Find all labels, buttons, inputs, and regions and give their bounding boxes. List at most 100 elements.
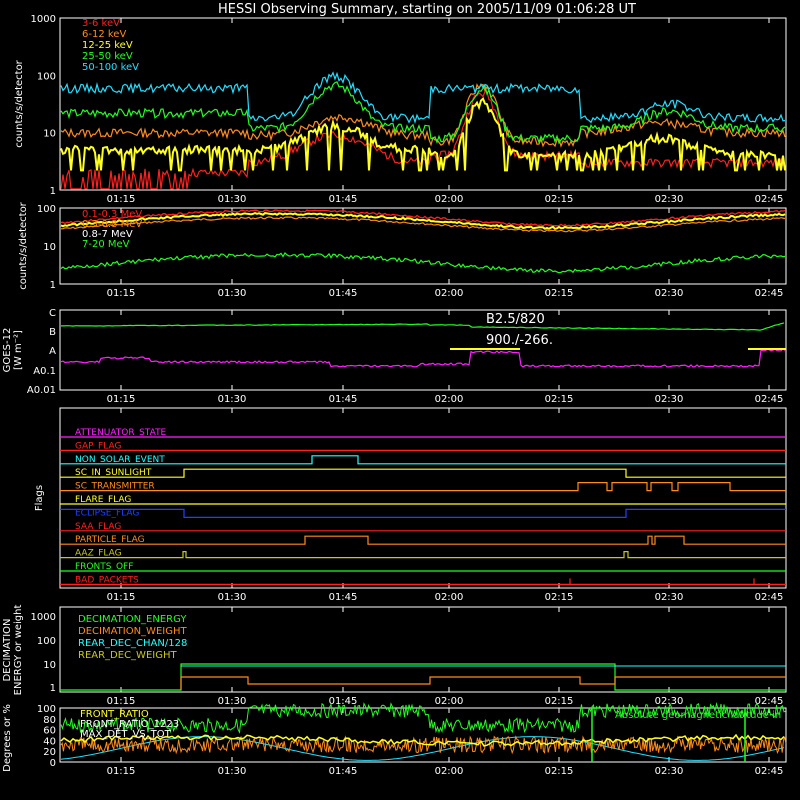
flags-panel-xtick-label: 02:30 (655, 592, 684, 603)
goes-panel-xtick-label: 01:30 (218, 394, 247, 405)
goes-panel-xtick-label: 02:45 (755, 394, 784, 405)
flags-panel-xtick-label: 02:00 (435, 592, 464, 603)
xray-ytick-label: 100 (37, 71, 56, 82)
gamma-panel-frame (59, 207, 787, 285)
gamma-ytick-label: 1 (50, 280, 56, 291)
goes-annotation-pos: 900./-266. (486, 333, 553, 348)
goes-level-label: B (49, 327, 56, 338)
xray-ytick-label: 1000 (31, 14, 56, 25)
goes-panel-xtick-label: 01:45 (329, 394, 358, 405)
decimation-ytick-label: 10 (43, 660, 56, 671)
flags-ylabel: Flags (34, 485, 45, 511)
flags-panel-xtick-label: 01:30 (218, 592, 247, 603)
gamma-legend-3: 7-20 MeV (82, 239, 130, 250)
ratio-series-front (60, 701, 786, 734)
xray-legend-12-25: 12-25 keV (82, 40, 133, 51)
decimation-ytick-label: 100 (37, 636, 56, 647)
gamma-panel-xtick-label: 02:15 (545, 288, 574, 299)
xray-panel-xtick-label: 01:15 (107, 194, 136, 205)
xray-ytick-label: 10 (43, 129, 56, 140)
ratio-legend-0: FRONT_RATIO (80, 709, 149, 720)
ratio-series-orange (60, 735, 787, 755)
decimation-ylabel-2: ENERGY or weight (13, 605, 24, 696)
goes-panel-xtick-label: 01:15 (107, 394, 136, 405)
goes-level-label: A0.1 (33, 366, 56, 377)
xray-series-25-50 (60, 81, 786, 145)
ratio-annotation: Absolute geomagnetic latitude in (615, 710, 781, 721)
xray-ytick-label: 1 (50, 186, 56, 197)
decimation-legend-0: DECIMATION_ENERGY (78, 614, 187, 625)
gamma-series-red (60, 209, 786, 227)
ratio-ytick-label: 20 (43, 747, 56, 758)
ratio-series-yellow (60, 733, 785, 747)
gamma-panel-xtick-label: 02:45 (755, 288, 784, 299)
flag-label-eclipse_flag: ECLIPSE_FLAG (75, 508, 139, 518)
gamma-panel-xtick-label: 02:30 (655, 288, 684, 299)
decimation-legend-1: DECIMATION_WEIGHT (78, 626, 187, 637)
decimation-panel-xtick-label: 02:30 (655, 696, 684, 707)
flag-label-attenuator_state: ATTENUATOR_STATE (75, 428, 167, 438)
xray-panel-xtick-label: 01:30 (218, 194, 247, 205)
gamma-ytick-label: 100 (37, 204, 56, 215)
xray-series-6-12 (60, 83, 786, 148)
xray-legend-6-12: 6-12 keV (82, 29, 126, 40)
xray-legend-25-50: 25-50 keV (82, 51, 133, 62)
xray-panel-xtick-label: 02:30 (655, 194, 684, 205)
flags-panel-xtick-label: 02:45 (755, 592, 784, 603)
goes-panel-frame (59, 309, 787, 391)
decimation-panel-xtick-label: 01:45 (329, 696, 358, 707)
goes-level-label: A (49, 346, 56, 357)
decimation-ytick-label: 1000 (31, 612, 56, 623)
decimation-panel-xtick-label: 02:00 (435, 696, 464, 707)
flag-line-particle_flag (60, 535, 786, 545)
gamma-ylabel: counts/s/detector (18, 201, 29, 289)
ratio-panel-xtick-label: 02:00 (435, 766, 464, 777)
goes-panel-xtick-label: 02:00 (435, 394, 464, 405)
decimation-panel-xtick-label: 02:15 (545, 696, 574, 707)
flag-label-sc_in_sunlight: SC_IN_SUNLIGHT (75, 468, 152, 478)
ratio-panel-xtick-label: 02:30 (655, 766, 684, 777)
xray-panel-xtick-label: 02:15 (545, 194, 574, 205)
decimation-panel-xtick-label: 01:30 (218, 696, 247, 707)
goes-level-label: A0.01 (27, 385, 56, 396)
goes-level-label: C (49, 308, 56, 319)
goes-annotation-class: B2.5/820 (486, 312, 545, 327)
plot-title: HESSI Observing Summary, starting on 200… (218, 2, 636, 17)
decimation-weight-line (180, 676, 786, 690)
flag-label-non_solar_event: NON_SOLAR_EVENT (75, 455, 165, 465)
xray-panel-xtick-label: 02:00 (435, 194, 464, 205)
ratio-ytick-label: 60 (43, 726, 56, 737)
xray-panel-xtick-label: 02:45 (755, 194, 784, 205)
ratio-legend-2: MAX_DET_VS_TOT (80, 729, 172, 740)
xray-legend-50-100: 50-100 keV (82, 62, 139, 73)
flags-panel-xtick-label: 02:15 (545, 592, 574, 603)
flag-label-flare_flag: FLARE_FLAG (75, 495, 131, 505)
gamma-panel-xtick-label: 01:30 (218, 288, 247, 299)
xray-panel-xtick-label: 01:45 (329, 194, 358, 205)
flags-panel-frame (59, 407, 787, 589)
decimation-panel-xtick-label: 01:15 (107, 696, 136, 707)
goes-ylabel: GOES-12 (2, 328, 13, 373)
xray-series-50-100 (60, 71, 786, 124)
gamma-legend-2: 0.8-7 MeV (82, 229, 133, 240)
gamma-series-green (60, 252, 786, 274)
xray-legend-3-6: 3-6 keV (82, 18, 120, 29)
decimation-panel-frame (59, 606, 787, 693)
ratio-panel-xtick-label: 02:15 (545, 766, 574, 777)
flag-label-bad_packets: BAD_PACKETS (75, 575, 139, 585)
decimation-energy-line (60, 663, 786, 691)
gamma-panel-xtick-label: 01:15 (107, 288, 136, 299)
flag-label-sc_transmitter: SC_TRANSMITTER (75, 482, 155, 492)
xray-ylabel: counts/s/detector (14, 59, 25, 147)
goes-series-long (61, 322, 785, 331)
ratio-panel-xtick-label: 02:45 (755, 766, 784, 777)
ratio-panel-xtick-label: 01:15 (107, 766, 136, 777)
ratio-ytick-label: 40 (43, 736, 56, 747)
goes-series-short (60, 348, 786, 368)
flag-label-saa_flag: SAA_FLAG (75, 522, 121, 532)
xray-series-12-25 (60, 97, 786, 172)
flag-line-aaz_flag (60, 551, 786, 559)
gamma-series-yellow (60, 212, 786, 230)
flag-label-fronts_off: FRONTS_OFF (75, 562, 133, 572)
